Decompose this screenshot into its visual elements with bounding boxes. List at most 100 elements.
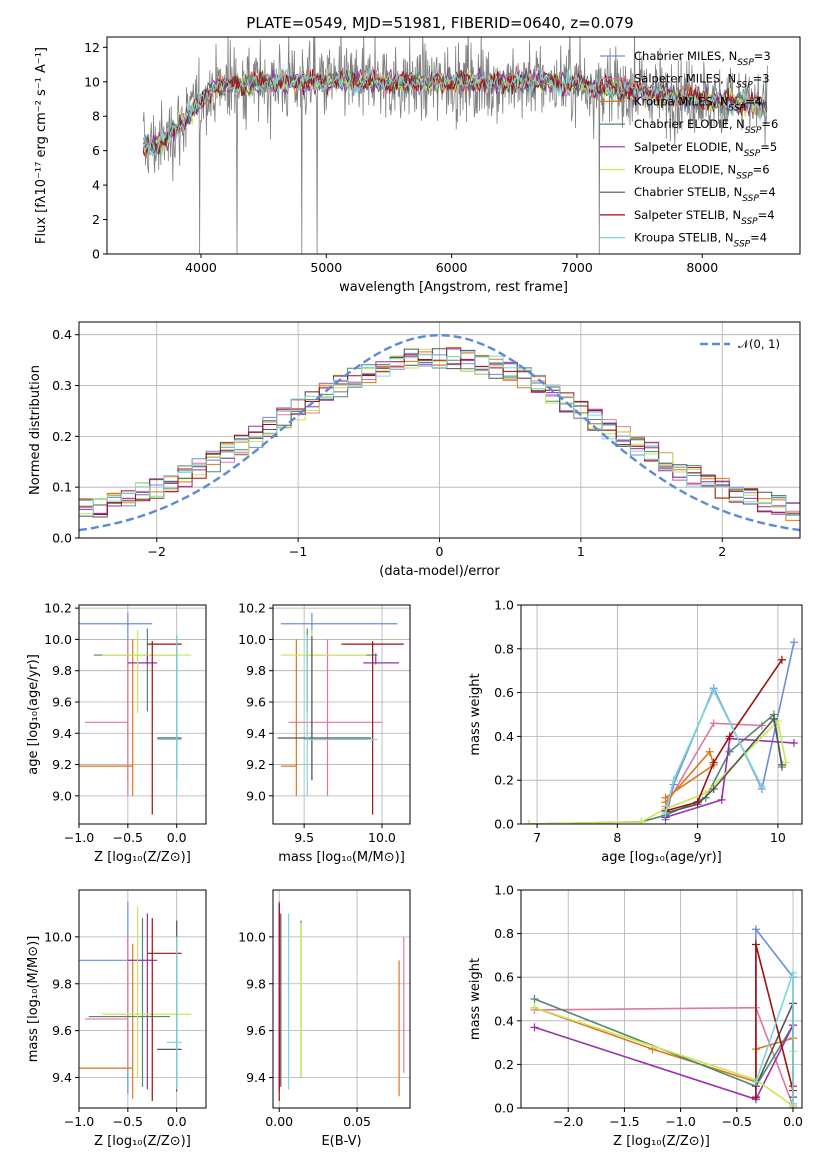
- x-tick-label: 10.0: [368, 830, 396, 845]
- y-tick-label: 6: [92, 143, 100, 158]
- weight-line: [534, 998, 794, 1108]
- x-tick-label: −0.5: [722, 1114, 752, 1129]
- figure-title: PLATE=0549, MJD=51981, FIBERID=0640, z=0…: [246, 14, 633, 32]
- x-axis-label: Z [log₁₀(Z/Z⊙)]: [613, 1134, 710, 1149]
- y-tick-label: 9.6: [52, 694, 72, 709]
- y-tick-label: 0.6: [494, 970, 514, 985]
- legend-label: 𝒩(0, 1): [738, 337, 780, 351]
- weight-line: [664, 688, 763, 814]
- legend-label: Kroupa STELIB, NSSP=4: [634, 231, 767, 250]
- legend-label: Salpeter MILES, NSSP=3: [634, 72, 770, 91]
- y-tick-label: 1.0: [494, 598, 514, 613]
- y-tick-label: 9.2: [246, 757, 266, 772]
- axes-frame: [106, 36, 801, 255]
- plot-area: [79, 333, 800, 532]
- weight-marker: [709, 758, 718, 767]
- x-axis-label: wavelength [Angstrom, rest frame]: [339, 280, 568, 295]
- weight-marker: [717, 795, 726, 804]
- x-tick-label: 0.00: [265, 1114, 293, 1129]
- axes-frame: [520, 889, 803, 1109]
- legend-label: Kroupa MILES, NSSP=4: [634, 94, 762, 113]
- weight-marker: [789, 1099, 798, 1108]
- y-tick-label: 9.6: [246, 1023, 266, 1038]
- weight-marker: [709, 784, 718, 793]
- y-tick-label: 10.0: [44, 632, 72, 647]
- x-tick-label: −0.5: [113, 1114, 143, 1129]
- x-tick-label: −1.0: [665, 1114, 695, 1129]
- y-tick-label: 0.8: [494, 926, 514, 941]
- x-tick-label: −1: [289, 544, 307, 559]
- y-tick-label: 9.8: [246, 976, 266, 991]
- y-tick-label: 0.4: [494, 1013, 514, 1028]
- x-axis-label: E(B-V): [321, 1134, 361, 1149]
- legend-label: Chabrier STELIB, NSSP=4: [634, 185, 776, 204]
- x-axis-label: mass [log₁₀(M/M⊙)]: [278, 850, 405, 865]
- weight-marker: [530, 1023, 539, 1032]
- plot-area: [278, 901, 405, 1101]
- y-tick-label: 9.4: [52, 726, 72, 741]
- weight-marker: [530, 1003, 539, 1012]
- weight-marker: [757, 782, 766, 791]
- y-tick-label: 12: [84, 40, 100, 55]
- panel-age-vs-mass: 9.5 10.0 9.0 9.2 9.4 9.6 9.8 10.0 10.2 mass [log₁…: [238, 601, 411, 865]
- x-axis-label: age [log₁₀(age/yr)]: [601, 850, 722, 865]
- histogram-step-line: [79, 348, 800, 516]
- y-tick-label: 2: [92, 212, 100, 227]
- panel-weight-vs-age: 7 8 9 10 0.0 0.2 0.4 0.6 0.8 1.0 age [log₁₀(age/yr…: [468, 598, 803, 865]
- weight-marker: [693, 798, 702, 807]
- weight-line: [528, 719, 787, 824]
- y-axis-label: mass weight: [468, 958, 483, 1040]
- plot-area: [79, 612, 192, 815]
- plot-area: [530, 925, 798, 1108]
- y-tick-label: 0.2: [494, 1057, 514, 1072]
- weight-marker: [781, 758, 790, 767]
- legend-label: Chabrier ELODIE, NSSP=6: [634, 117, 778, 136]
- y-tick-label: 8: [92, 109, 100, 124]
- weight-line: [528, 712, 783, 824]
- y-tick-label: 9.6: [246, 694, 266, 709]
- x-tick-label: 4000: [185, 260, 217, 275]
- weight-line: [534, 1024, 794, 1108]
- weight-marker: [661, 793, 670, 802]
- y-tick-label: 9.8: [52, 663, 72, 678]
- panel-mass-vs-Z: −1.0 −0.5 0.0 9.4 9.6 9.8 10.0 Z [log₁₀(Z/Z⊙)] m…: [26, 889, 207, 1149]
- x-tick-label: −1.5: [609, 1114, 639, 1129]
- weight-marker: [773, 717, 782, 726]
- x-tick-label: 0: [436, 544, 444, 559]
- y-tick-label: 9.4: [52, 1070, 72, 1085]
- weight-line: [664, 750, 715, 803]
- weight-marker: [751, 1093, 760, 1102]
- legend-label: Salpeter ELODIE, NSSP=5: [634, 140, 777, 159]
- legend-label: Salpeter STELIB, NSSP=4: [634, 208, 775, 227]
- histogram-step-line: [79, 348, 800, 515]
- x-tick-label: 7000: [561, 260, 593, 275]
- y-tick-label: 10.2: [44, 601, 72, 616]
- y-tick-label: 9.0: [52, 788, 72, 803]
- y-tick-label: 9.0: [246, 788, 266, 803]
- panel-mass-vs-ebv: 0.00 0.05 9.4 9.6 9.8 10.0 E(B-V): [238, 889, 411, 1149]
- y-tick-label: 9.6: [52, 1023, 72, 1038]
- normal-reference-curve: [79, 333, 800, 532]
- panel-weight-vs-Z: −2.0 −1.5 −1.0 −0.5 0.0 0.0 0.2 0.4 0.6 0.8 1.0 Z […: [468, 883, 803, 1150]
- plot-area: [277, 612, 404, 815]
- model-spectrum-line: [143, 67, 768, 154]
- plot-area: [79, 901, 192, 1101]
- x-tick-label: −1.0: [64, 830, 94, 845]
- x-tick-label: −1.0: [64, 1114, 94, 1129]
- y-tick-label: 0.4: [52, 327, 72, 342]
- x-tick-label: 0.0: [167, 830, 187, 845]
- weight-line: [665, 737, 795, 819]
- x-tick-label: 5000: [310, 260, 342, 275]
- y-tick-label: 0.0: [494, 1101, 514, 1116]
- x-axis-label: Z [log₁₀(Z/Z⊙)]: [94, 850, 191, 865]
- panel-residuals: −2 −1 0 1 2 0.0 0.1 0.2 0.3 0.4 (data-model)/error…: [28, 321, 801, 579]
- y-tick-label: 0.1: [52, 480, 72, 495]
- y-tick-label: 10.0: [44, 929, 72, 944]
- axes-frame: [78, 321, 801, 539]
- x-tick-label: −2.0: [553, 1114, 583, 1129]
- model-spectrum-line: [142, 68, 768, 158]
- weight-line: [534, 1006, 794, 1108]
- weight-marker: [530, 995, 539, 1003]
- weight-marker: [705, 747, 714, 756]
- y-tick-label: 0.8: [494, 641, 514, 656]
